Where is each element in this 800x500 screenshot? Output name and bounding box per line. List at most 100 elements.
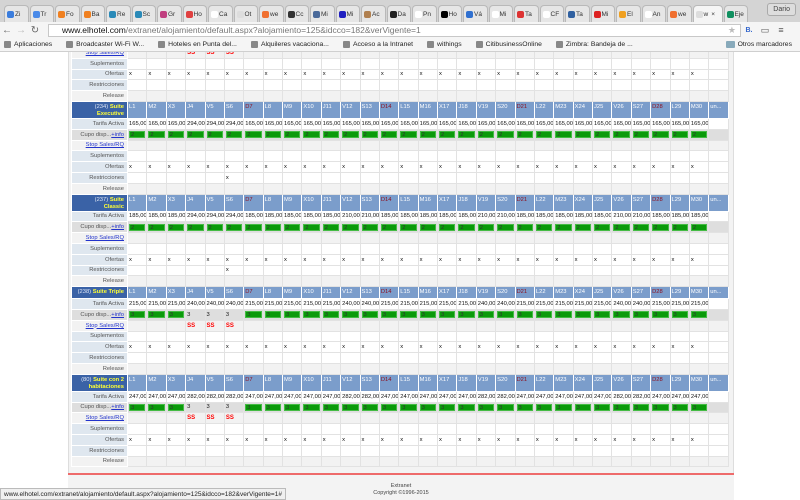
availability-bar[interactable]: 2 — [322, 131, 340, 139]
availability-bar[interactable]: 2 — [613, 223, 630, 231]
availability-bar[interactable]: 3 — [322, 311, 340, 319]
availability-bar[interactable]: 2 — [671, 131, 688, 139]
availability-bar[interactable]: 2 — [322, 223, 340, 231]
stop-sales-link[interactable]: Stop Sales/RQ — [85, 52, 124, 56]
availability-bar[interactable]: 2 — [632, 223, 650, 231]
availability-bar[interactable]: 2 — [439, 223, 456, 231]
availability-bar[interactable]: 2 — [613, 131, 630, 139]
extra-column-header[interactable]: un... — [708, 100, 729, 119]
browser-tab[interactable]: Mi — [335, 5, 360, 22]
availability-bar[interactable]: 2 — [206, 223, 223, 231]
availability-bar[interactable]: 3 — [458, 403, 475, 411]
browser-tab[interactable]: we — [667, 5, 692, 22]
availability-bar[interactable]: 3 — [535, 311, 553, 319]
extra-column-header[interactable]: un... — [708, 373, 729, 392]
browser-tab[interactable]: Ta — [514, 5, 539, 22]
browser-tab[interactable]: Tr — [29, 5, 54, 22]
availability-bar[interactable]: 2 — [400, 131, 417, 139]
availability-bar[interactable]: 2 — [187, 131, 204, 139]
availability-bar[interactable]: 2 — [555, 223, 572, 231]
browser-tab[interactable]: Ot — [233, 5, 258, 22]
availability-bar[interactable]: 3 — [439, 403, 456, 411]
browser-tab[interactable]: An — [641, 5, 666, 22]
browser-tab[interactable]: El — [616, 5, 641, 22]
availability-bar[interactable]: 2 — [497, 223, 514, 231]
browser-tab[interactable]: Ho — [182, 5, 207, 22]
browser-tab[interactable]: Ta — [565, 5, 590, 22]
availability-bar[interactable]: 3 — [613, 403, 630, 411]
bookmark-item[interactable]: withings — [427, 41, 462, 48]
info-link[interactable]: +info — [111, 224, 124, 231]
availability-bar[interactable]: 3 — [671, 403, 688, 411]
availability-bar[interactable]: 2 — [342, 131, 359, 139]
availability-bar[interactable]: 3 — [342, 403, 359, 411]
availability-bar[interactable]: 3 — [129, 403, 146, 411]
availability-bar[interactable]: 2 — [516, 223, 533, 231]
availability-value[interactable]: 3 — [206, 404, 210, 411]
cast-icon[interactable]: ▭ — [760, 24, 770, 35]
bookmark-item[interactable]: Broadcaster Wi-Fi W... — [66, 41, 144, 48]
availability-bar[interactable]: 2 — [419, 223, 436, 231]
availability-bar[interactable]: 3 — [555, 403, 572, 411]
tab-close-icon[interactable]: × — [711, 10, 715, 18]
availability-bar[interactable]: 3 — [690, 403, 708, 411]
reload-icon[interactable]: ↻ — [30, 24, 40, 36]
availability-bar[interactable]: 3 — [594, 311, 611, 319]
info-link[interactable]: +info — [111, 404, 124, 411]
availability-bar[interactable]: 2 — [225, 131, 243, 139]
stop-sales-link[interactable]: Stop Sales/RQ — [85, 322, 124, 329]
availability-bar[interactable]: 2 — [497, 131, 514, 139]
availability-bar[interactable]: 3 — [284, 311, 301, 319]
availability-bar[interactable]: 2 — [303, 223, 320, 231]
availability-bar[interactable]: 3 — [419, 403, 436, 411]
browser-tab[interactable]: Vá — [463, 5, 488, 22]
availability-bar[interactable]: 3 — [303, 403, 320, 411]
browser-tab[interactable]: w × — [692, 5, 723, 22]
availability-value[interactable]: 3 — [206, 311, 210, 318]
browser-tab[interactable]: Re — [106, 5, 131, 22]
other-bookmarks[interactable]: Otros marcadores — [725, 41, 792, 48]
availability-bar[interactable]: 3 — [264, 311, 281, 319]
browser-tab[interactable]: CF — [539, 5, 564, 22]
bookmark-item[interactable]: Alquileres vacaciona... — [250, 41, 329, 48]
availability-bar[interactable]: 2 — [671, 223, 688, 231]
info-link[interactable]: +info — [111, 131, 124, 138]
availability-bar[interactable]: 3 — [342, 311, 359, 319]
bookmark-item[interactable]: CitibusinessOnline — [475, 41, 542, 48]
availability-bar[interactable]: 2 — [187, 223, 204, 231]
availability-bar[interactable]: 3 — [380, 403, 398, 411]
availability-bar[interactable]: 2 — [458, 131, 475, 139]
availability-bar[interactable]: 2 — [690, 131, 708, 139]
availability-bar[interactable]: 2 — [284, 223, 301, 231]
availability-bar[interactable]: 3 — [361, 403, 378, 411]
browser-tab[interactable]: Cc — [284, 5, 309, 22]
availability-bar[interactable]: 2 — [245, 131, 262, 139]
availability-bar[interactable]: 2 — [264, 131, 281, 139]
availability-bar[interactable]: 2 — [264, 223, 281, 231]
availability-bar[interactable]: 3 — [652, 311, 669, 319]
browser-tab[interactable]: Sc — [131, 5, 156, 22]
availability-bar[interactable]: 2 — [690, 223, 708, 231]
availability-value[interactable]: 3 — [187, 404, 191, 411]
availability-bar[interactable]: 3 — [690, 311, 708, 319]
availability-bar[interactable]: 2 — [361, 131, 378, 139]
availability-bar[interactable]: 3 — [303, 311, 320, 319]
availability-value[interactable]: 3 — [187, 311, 191, 318]
availability-bar[interactable]: 3 — [671, 311, 688, 319]
extra-column-header[interactable]: un... — [708, 286, 729, 300]
availability-bar[interactable]: 3 — [167, 311, 185, 319]
browser-tab[interactable]: Fo — [55, 5, 80, 22]
availability-bar[interactable]: 2 — [535, 223, 553, 231]
availability-bar[interactable]: 2 — [477, 131, 495, 139]
availability-bar[interactable]: 3 — [594, 403, 611, 411]
availability-bar[interactable]: 3 — [516, 403, 533, 411]
availability-bar[interactable]: 2 — [206, 131, 223, 139]
availability-bar[interactable]: 2 — [303, 131, 320, 139]
availability-bar[interactable]: 2 — [148, 131, 165, 139]
availability-bar[interactable]: 2 — [574, 131, 591, 139]
browser-tab[interactable]: Mi — [310, 5, 335, 22]
availability-bar[interactable]: 3 — [497, 311, 514, 319]
availability-bar[interactable]: 3 — [555, 311, 572, 319]
info-link[interactable]: +info — [111, 311, 124, 318]
availability-bar[interactable]: 3 — [129, 311, 146, 319]
